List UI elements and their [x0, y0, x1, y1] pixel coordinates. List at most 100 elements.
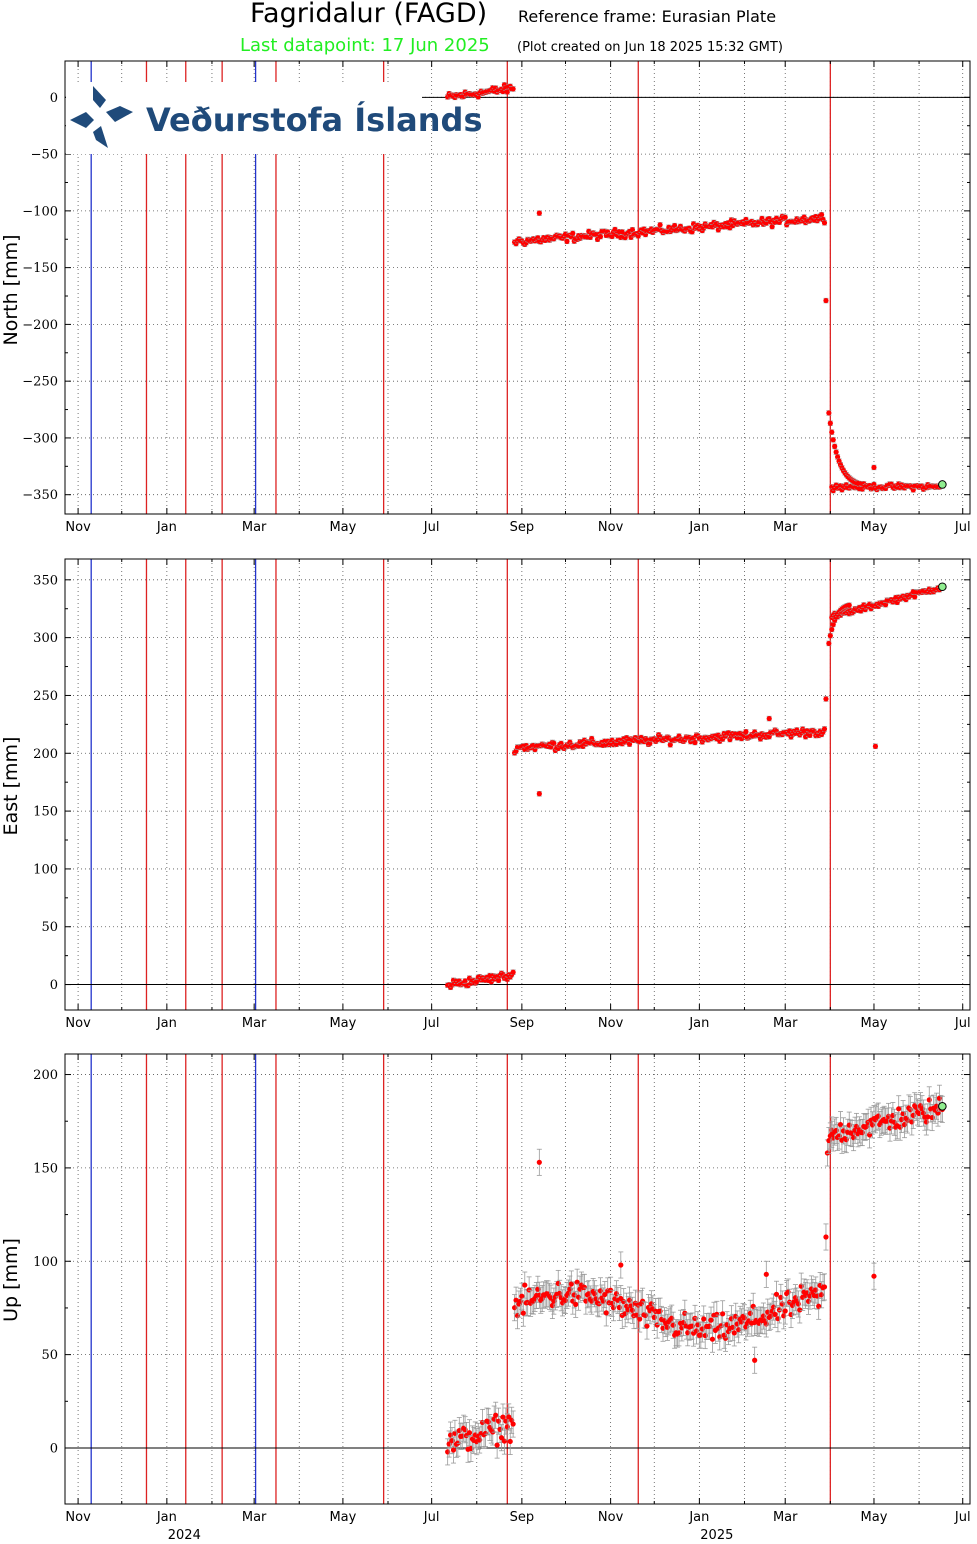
x-tick-label: May [861, 520, 888, 535]
data-point [493, 1412, 499, 1418]
logo-mark-left [70, 112, 94, 128]
data-point [823, 297, 829, 304]
logo-mark-bottom [93, 126, 108, 148]
x-tick-label: Sep [510, 1510, 535, 1525]
data-point [500, 1414, 506, 1420]
data-point [821, 726, 828, 732]
x-tick-label: Nov [65, 1510, 91, 1525]
data-point [769, 224, 775, 230]
data-point [829, 1131, 835, 1137]
y-tick-label: −100 [22, 204, 58, 219]
y-axis-label: East [mm] [0, 737, 22, 836]
last-data-point [938, 582, 947, 592]
y-tick-label: 250 [33, 689, 58, 704]
data-point [731, 1330, 737, 1336]
data-point [626, 741, 633, 747]
y-tick-label: 50 [41, 920, 58, 935]
panel-3: 0 50 100 150 200 Nov Jan Mar May Jul Sep Nov Jan Mar M… [0, 1053, 971, 1543]
data-point [667, 742, 673, 748]
x-tick-label: Sep [510, 1016, 535, 1031]
data-point [743, 729, 749, 735]
data-point [752, 1357, 758, 1363]
y-tick-label: 0 [50, 91, 58, 106]
data-point [462, 978, 468, 984]
reference-frame-label: Reference frame: Eurasian Plate [518, 7, 777, 26]
last-data-point [938, 480, 947, 489]
y-tick-label: −300 [22, 431, 58, 446]
data-point [520, 1310, 526, 1316]
data-point [570, 230, 576, 236]
data-point [510, 969, 516, 975]
data-point [826, 640, 832, 647]
x-tick-label: May [861, 1016, 888, 1031]
x-tick-label: Jul [954, 1510, 971, 1525]
y-tick-label: −50 [31, 148, 58, 163]
data-point [551, 740, 557, 746]
data-point [612, 226, 618, 233]
station-title: Fagridalur (FAGD) [250, 0, 488, 29]
x-tick-label: Mar [242, 1510, 267, 1525]
data-point [846, 602, 852, 608]
data-point [925, 1114, 931, 1120]
y-tick-label: 200 [33, 747, 58, 762]
x-tick-label: Jan [156, 520, 177, 535]
data-point [772, 1311, 778, 1317]
logo-mark-top [93, 86, 106, 108]
data-point [821, 1284, 828, 1290]
plot-created-label: (Plot created on Jun 18 2025 15:32 GMT) [517, 40, 783, 55]
plot-frame [64, 60, 971, 515]
data-point [657, 222, 663, 228]
data-point [597, 234, 604, 240]
data-point [766, 715, 772, 722]
x-tick-label: Sep [510, 520, 535, 535]
data-point [536, 1159, 542, 1165]
data-point [618, 1262, 624, 1268]
x-tick-label: Nov [598, 1016, 624, 1031]
data-point [637, 1316, 643, 1322]
data-point [522, 1282, 528, 1288]
data-point [450, 1447, 457, 1453]
data-point [501, 1438, 508, 1444]
data-point [872, 743, 879, 749]
y-tick-label: −350 [22, 488, 58, 503]
data-point [823, 696, 829, 702]
data-point [564, 238, 570, 244]
data-point [494, 1442, 500, 1448]
y-tick-label: 300 [33, 631, 58, 646]
x-tick-label: May [329, 1510, 356, 1525]
data-point [821, 220, 828, 226]
data-point [773, 1291, 780, 1297]
logo-background [66, 82, 422, 154]
data-point [935, 1110, 941, 1116]
data-point [504, 89, 510, 95]
data-point [833, 449, 839, 455]
data-point [763, 1271, 769, 1277]
logo-text: Veðurstofa Íslands [146, 101, 483, 139]
data-point [573, 1301, 579, 1307]
data-point [568, 1281, 574, 1287]
x-tick-label: Mar [773, 1016, 798, 1031]
data-point [709, 1336, 716, 1342]
y-axis-label: Up [mm] [0, 1238, 22, 1322]
data-point [830, 621, 836, 627]
data-point [498, 1435, 505, 1441]
vedurstofa-logo: Veðurstofa Íslands [66, 82, 483, 154]
data-point [701, 1316, 707, 1322]
data-point [720, 1311, 726, 1317]
x-tick-label: Jul [954, 1016, 971, 1031]
data-point [871, 464, 877, 471]
data-point [466, 1430, 473, 1436]
y-tick-label: −200 [22, 318, 58, 333]
data-point [832, 443, 838, 449]
data-point [855, 480, 861, 486]
x-tick-label: Mar [773, 520, 798, 535]
chart-header: Fagridalur (FAGD) Reference frame: Euras… [0, 0, 977, 60]
data-point [609, 233, 615, 240]
x-tick-label: Jul [954, 520, 971, 535]
data-point [495, 977, 502, 983]
x-tick-label: Mar [242, 1016, 267, 1031]
x-tick-label: Nov [65, 520, 91, 535]
data-point [837, 1121, 844, 1128]
data-point [883, 602, 889, 608]
data-point [635, 233, 641, 239]
